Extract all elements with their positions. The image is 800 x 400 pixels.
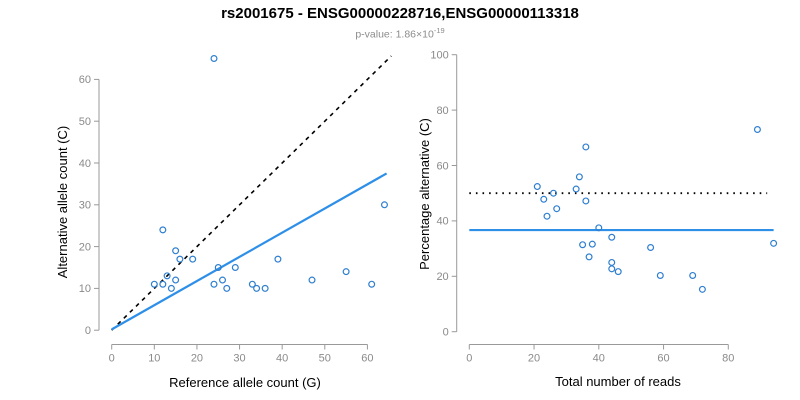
right-data-point — [575, 173, 583, 181]
right-data-point — [595, 224, 603, 232]
left-x-tick-label: 60 — [361, 353, 373, 365]
left-data-point — [172, 247, 180, 255]
left-data-point — [342, 268, 350, 276]
right-data-point — [579, 241, 587, 249]
left-data-point — [214, 264, 222, 272]
left-data-point — [380, 201, 388, 209]
left-xaxis-label: Reference allele count (G) — [169, 375, 321, 390]
right-data-point — [585, 253, 593, 261]
left-y-tick-label: 10 — [79, 283, 91, 295]
right-data-point — [608, 258, 616, 266]
left-yaxis-label: Alternative allele count (C) — [55, 125, 70, 279]
left-y-tick-label: 40 — [79, 158, 91, 170]
right-yaxis-label: Percentage alternative (C) — [417, 118, 432, 270]
p-value-subtitle: p-value: 1.86×10-19 — [0, 26, 800, 41]
page-title: rs2001675 - ENSG00000228716,ENSG00000113… — [221, 5, 579, 22]
right-x-tick-label: 80 — [722, 353, 734, 365]
right-y-tick-label: 100 — [430, 50, 448, 62]
right-y-tick-label: 20 — [436, 271, 448, 283]
left-y-tick-label: 0 — [85, 325, 91, 337]
left-data-point — [176, 255, 184, 263]
right-data-point — [588, 240, 596, 248]
left-x-tick-label: 0 — [109, 353, 115, 365]
right-data-point — [549, 189, 557, 197]
left-x-tick-label: 20 — [191, 353, 203, 365]
left-data-point — [167, 284, 175, 292]
left-data-point — [308, 276, 316, 284]
right-y-tick-label: 80 — [436, 105, 448, 117]
right-data-point — [582, 197, 590, 205]
right-data-point — [770, 239, 778, 247]
left-data-point — [223, 284, 231, 292]
right-x-tick-label: 60 — [657, 353, 669, 365]
left-data-point — [219, 276, 227, 284]
right-x-tick-label: 40 — [593, 353, 605, 365]
left-x-tick-label: 40 — [276, 353, 288, 365]
right-x-tick-label: 0 — [466, 353, 472, 365]
left-data-point — [172, 276, 180, 284]
left-data-point — [159, 280, 167, 288]
left-x-tick-label: 50 — [319, 353, 331, 365]
left-x-tick-label: 30 — [233, 353, 245, 365]
p-value-text: p-value: 1.86×10 — [355, 28, 434, 41]
right-data-point — [647, 243, 655, 251]
left-data-point — [150, 280, 158, 288]
left-data-point — [261, 284, 269, 292]
right-data-point — [698, 285, 706, 293]
right-data-point — [608, 233, 616, 241]
left-data-point — [248, 280, 256, 288]
identity-line — [111, 55, 392, 331]
right-data-point — [656, 271, 664, 279]
right-data-point — [614, 268, 622, 276]
left-data-point — [368, 280, 376, 288]
left-y-tick-label: 20 — [79, 241, 91, 253]
left-data-point — [163, 272, 171, 280]
right-data-point — [553, 205, 561, 213]
left-y-tick-label: 60 — [79, 74, 91, 86]
right-y-tick-label: 0 — [443, 327, 449, 339]
left-data-point — [274, 255, 282, 263]
right-data-point — [533, 183, 541, 191]
left-data-point — [210, 54, 218, 62]
right-x-tick-label: 20 — [528, 353, 540, 365]
regression-line — [111, 172, 388, 331]
left-data-point — [189, 255, 197, 263]
left-y-tick-label: 50 — [79, 116, 91, 128]
left-y-tick-label: 30 — [79, 200, 91, 212]
p-value-exponent: -19 — [433, 26, 445, 35]
left-data-point — [159, 226, 167, 234]
left-x-tick-label: 10 — [148, 353, 160, 365]
left-data-point — [231, 264, 239, 272]
right-data-point — [608, 265, 616, 273]
left-data-point — [253, 284, 261, 292]
right-data-point — [572, 185, 580, 193]
right-data-point — [582, 143, 590, 151]
right-data-point — [540, 195, 548, 203]
right-data-point — [689, 271, 697, 279]
right-xaxis-label: Total number of reads — [555, 374, 681, 389]
right-data-point — [543, 212, 551, 220]
right-y-tick-label: 60 — [436, 160, 448, 172]
right-data-point — [753, 125, 761, 133]
right-y-tick-label: 40 — [436, 216, 448, 228]
left-data-point — [210, 280, 218, 288]
